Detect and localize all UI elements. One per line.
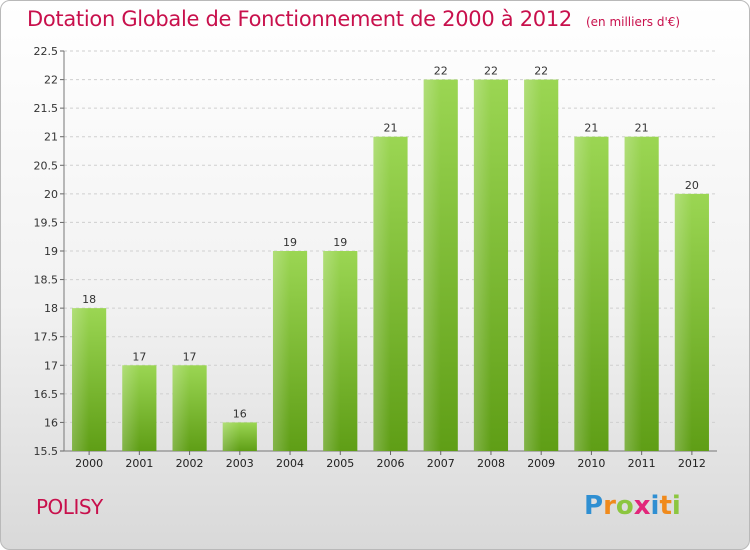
bar-value-label: 22 bbox=[434, 65, 448, 78]
bar-highlight bbox=[524, 79, 542, 452]
bar-highlight bbox=[473, 79, 491, 452]
bars bbox=[72, 79, 709, 452]
bar-value-label: 22 bbox=[534, 65, 548, 78]
chart-title: Dotation Globale de Fonctionnement de 20… bbox=[27, 7, 572, 31]
bar-highlight bbox=[122, 365, 140, 451]
x-tick-label: 2011 bbox=[628, 457, 656, 470]
y-tick-label: 17 bbox=[44, 359, 58, 372]
value-labels: 18 17 17 16 19 19 21 22 22 22 21 21 20 bbox=[82, 65, 699, 421]
y-tick-label: 18.5 bbox=[34, 274, 59, 287]
y-tick-label: 19.5 bbox=[34, 216, 59, 229]
chart-unit: (en milliers d'€) bbox=[585, 15, 681, 29]
bar-value-label: 17 bbox=[183, 350, 197, 363]
bar-highlight bbox=[574, 136, 592, 451]
proxiti-logo: Proxiti bbox=[584, 491, 681, 521]
logo-letter: i bbox=[650, 491, 660, 521]
logo-letter: x bbox=[633, 491, 651, 521]
bar-value-label: 22 bbox=[484, 65, 498, 78]
x-tick-label: 2008 bbox=[477, 457, 505, 470]
x-tick-label: 2010 bbox=[577, 457, 605, 470]
bar-highlight bbox=[423, 79, 441, 452]
commune-name: POLISY bbox=[36, 495, 103, 519]
y-axis-ticks: 15.5 16 16.5 17 17.5 18 18.5 19 19.5 20 20.5 21 21.5… bbox=[34, 45, 59, 458]
y-tick-label: 22.5 bbox=[34, 45, 59, 58]
y-tick-label: 21 bbox=[44, 131, 58, 144]
bar-value-label: 16 bbox=[233, 407, 247, 420]
bar-value-label: 17 bbox=[132, 350, 146, 363]
bar-highlight bbox=[272, 251, 291, 451]
bar-value-label: 19 bbox=[333, 236, 347, 249]
y-tick-label: 21.5 bbox=[34, 102, 59, 115]
y-tick-label: 22 bbox=[44, 74, 58, 87]
x-tick-label: 2007 bbox=[427, 457, 455, 470]
x-tick-label: 2000 bbox=[75, 457, 103, 470]
bar-highlight bbox=[373, 136, 391, 451]
bar-highlight bbox=[72, 308, 90, 451]
bar-highlight bbox=[222, 422, 240, 451]
y-tick-label: 15.5 bbox=[34, 445, 59, 458]
y-tick-label: 17.5 bbox=[34, 331, 59, 344]
y-tick-label: 16 bbox=[44, 416, 58, 429]
bar-value-label: 21 bbox=[584, 122, 598, 135]
logo-letter: i bbox=[671, 491, 681, 521]
chart-title-block: Dotation Globale de Fonctionnement de 20… bbox=[27, 7, 680, 31]
y-tick-label: 18 bbox=[44, 302, 58, 315]
logo-letter: r bbox=[603, 491, 616, 521]
x-tick-label: 2003 bbox=[226, 457, 254, 470]
logo-letter: t bbox=[659, 491, 672, 521]
x-tick-label: 2005 bbox=[326, 457, 354, 470]
bar-highlight bbox=[624, 136, 642, 451]
x-tick-label: 2012 bbox=[678, 457, 706, 470]
bar-value-label: 21 bbox=[635, 122, 649, 135]
x-tick-label: 2004 bbox=[276, 457, 304, 470]
x-tick-label: 2006 bbox=[377, 457, 405, 470]
x-axis-ticks: 2000 2001 2002 2003 2004 2005 2006 2007 2008 2009… bbox=[75, 457, 706, 470]
bar-value-label: 18 bbox=[82, 293, 96, 306]
bar-value-label: 20 bbox=[685, 179, 699, 192]
logo-letter: o bbox=[615, 491, 634, 521]
x-tick-label: 2002 bbox=[176, 457, 204, 470]
bar-value-label: 21 bbox=[384, 122, 398, 135]
bar-highlight bbox=[323, 251, 341, 451]
bar-highlight bbox=[172, 365, 190, 451]
bar-highlight bbox=[674, 193, 692, 451]
x-tick-label: 2009 bbox=[527, 457, 555, 470]
y-tick-label: 20 bbox=[44, 188, 58, 201]
y-tick-label: 16.5 bbox=[34, 388, 59, 401]
logo-letter: P bbox=[584, 491, 604, 521]
bar-value-label: 19 bbox=[283, 236, 297, 249]
y-tick-label: 19 bbox=[44, 245, 58, 258]
y-tick-label: 20.5 bbox=[34, 159, 59, 172]
x-tick-label: 2001 bbox=[125, 457, 153, 470]
